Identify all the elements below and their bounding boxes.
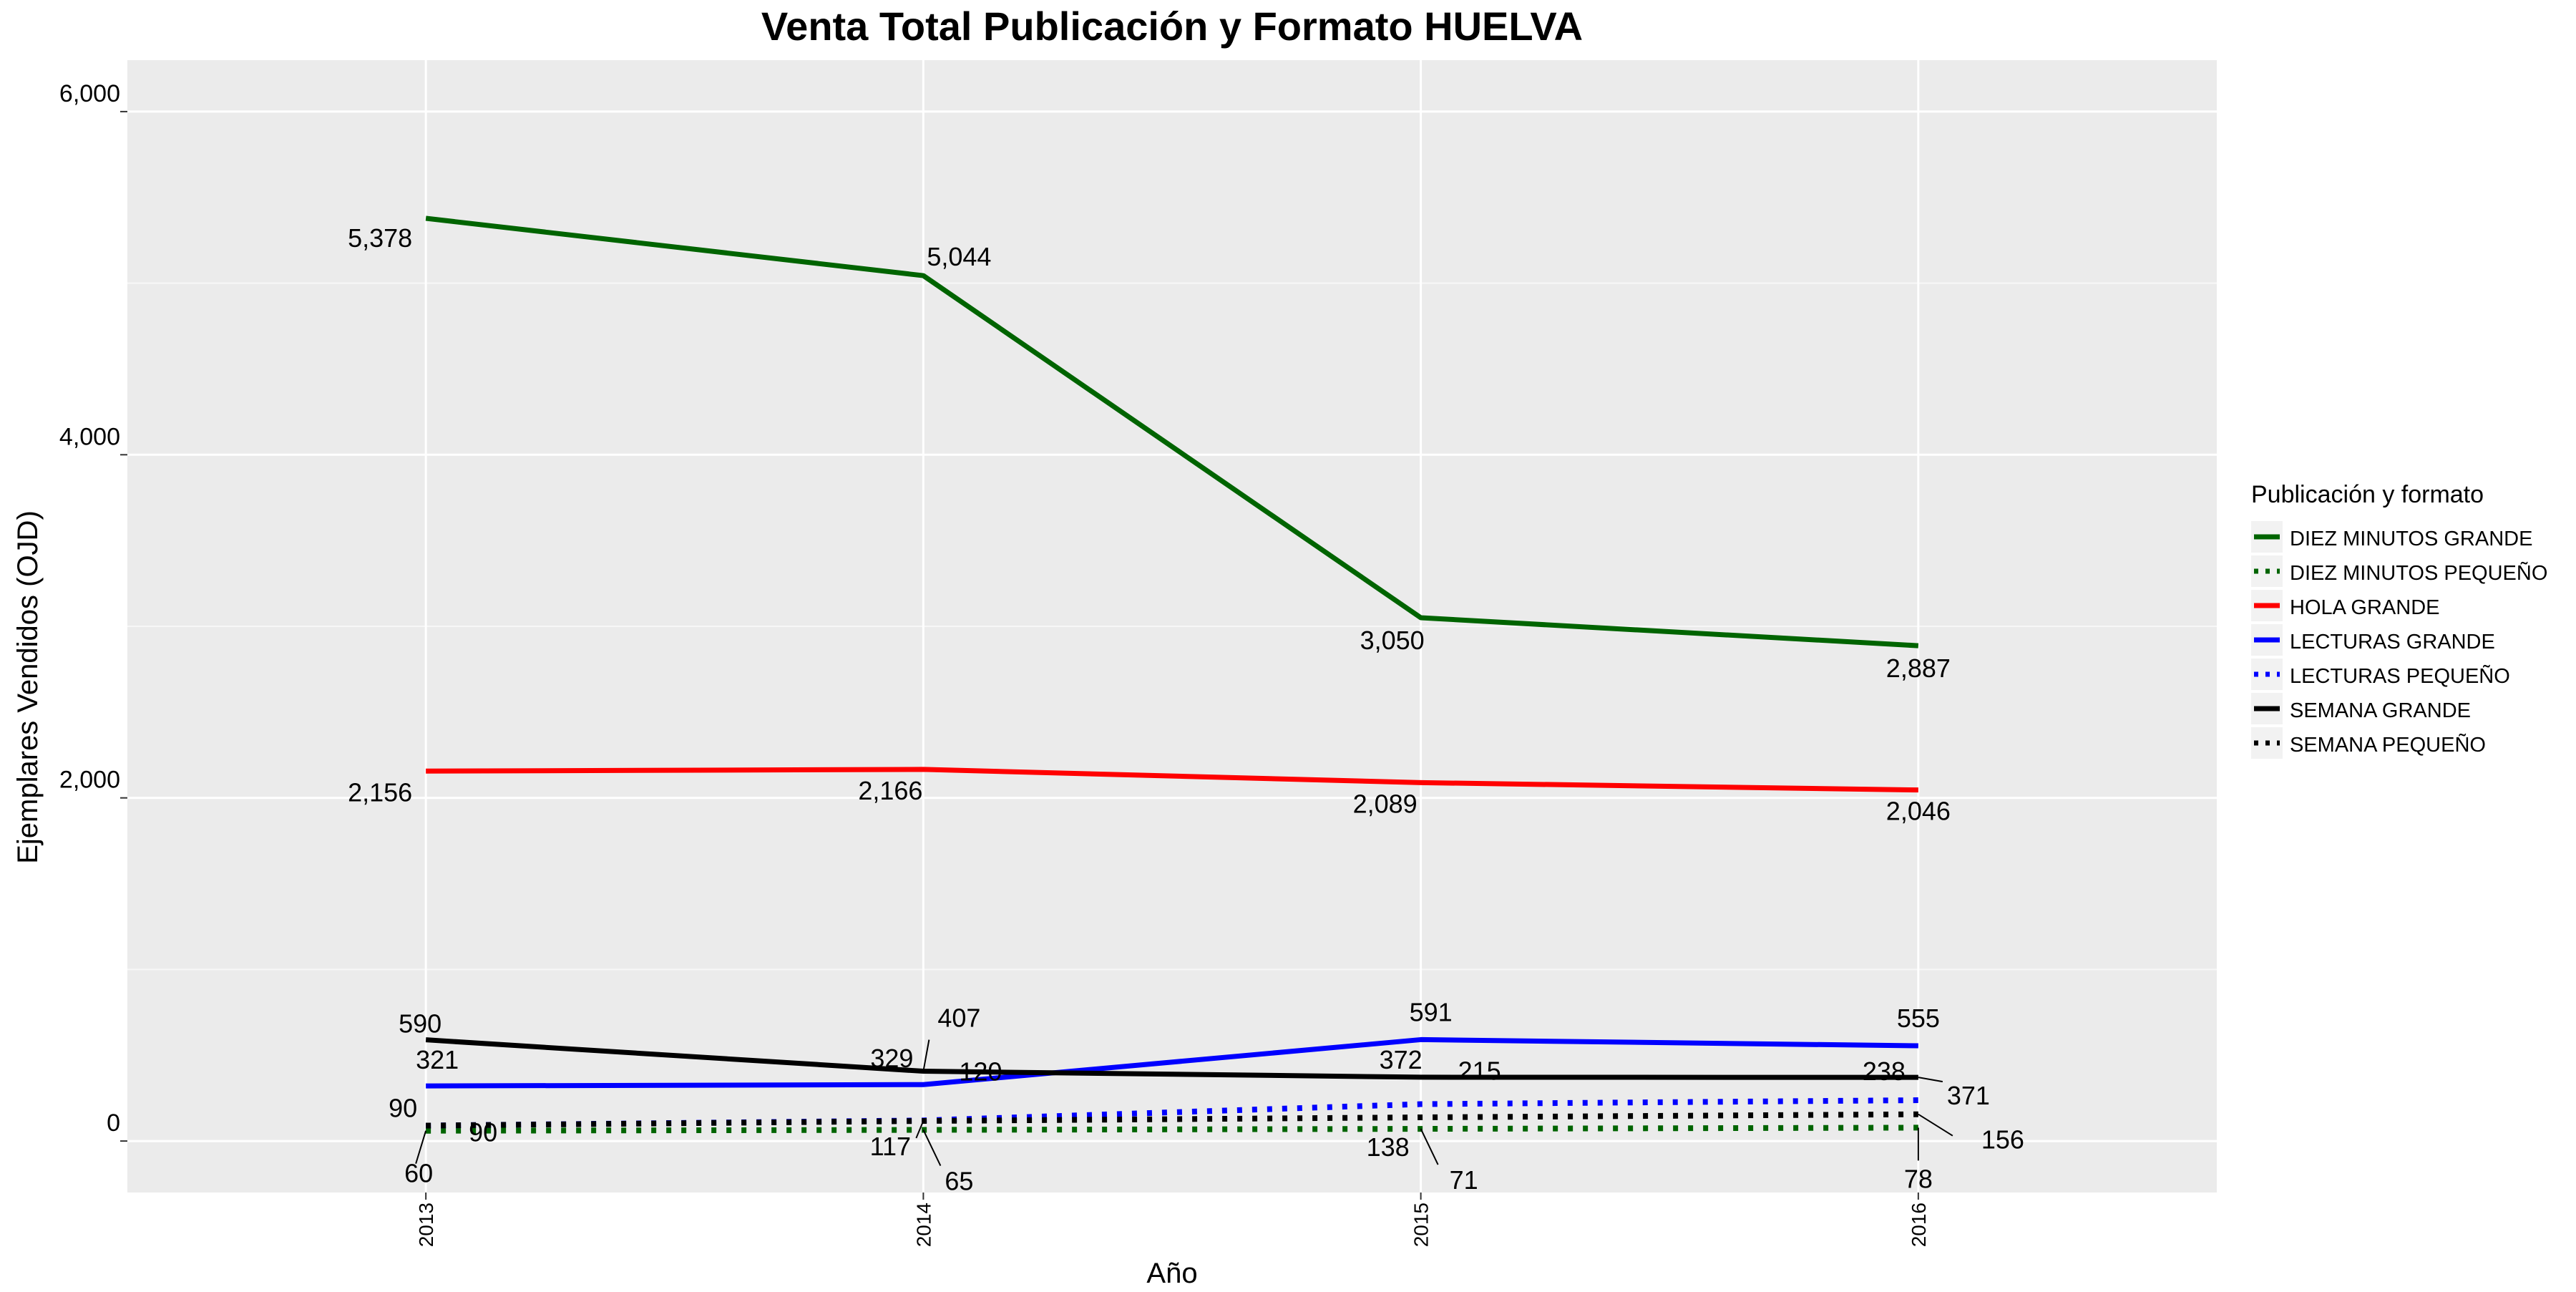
legend-label: HOLA GRANDE [2290, 596, 2440, 619]
y-tick-label: 4,000 [59, 423, 120, 450]
data-label: 555 [1897, 1004, 1940, 1033]
label-leader [415, 1130, 427, 1165]
legend-title: Publicación y formato [2251, 481, 2484, 508]
y-tick-label: 2,000 [59, 767, 120, 794]
data-label: 156 [1981, 1125, 2024, 1155]
x-tick-label: 2014 [912, 1203, 935, 1247]
data-label: 215 [1458, 1057, 1501, 1086]
y-tick-label: 0 [107, 1109, 120, 1137]
data-label: 321 [416, 1045, 459, 1074]
data-label: 2,089 [1353, 789, 1418, 818]
label-leader [1918, 1077, 1943, 1083]
data-label: 591 [1410, 997, 1453, 1026]
data-label: 407 [937, 1004, 980, 1033]
data-label: 329 [870, 1044, 913, 1073]
legend-label: SEMANA GRANDE [2290, 699, 2471, 722]
data-label: 90 [389, 1094, 417, 1123]
data-label: 71 [1450, 1165, 1478, 1195]
label-leader [1420, 1128, 1439, 1165]
legend-label: DIEZ MINUTOS PEQUEÑO [2290, 560, 2547, 585]
x-tick-label: 2015 [1410, 1203, 1433, 1247]
label-leader [922, 1039, 930, 1072]
data-label: 2,887 [1886, 654, 1951, 683]
data-label: 372 [1380, 1045, 1423, 1074]
series-line [426, 1036, 1918, 1089]
label-leader [915, 1120, 924, 1139]
data-label: 117 [870, 1132, 911, 1161]
data-label: 590 [399, 1009, 441, 1039]
series-line [425, 215, 1919, 649]
data-label: 238 [1863, 1057, 1906, 1086]
data-label: 60 [404, 1159, 433, 1188]
y-tick-label: 6,000 [59, 80, 120, 107]
data-label: 2,156 [348, 777, 412, 807]
label-leader [922, 1130, 942, 1166]
x-axis-label: Año [1146, 1258, 1197, 1288]
y-axis-label: Ejemplares Vendidos (OJD) [12, 510, 44, 864]
legend-label: DIEZ MINUTOS GRANDE [2290, 528, 2532, 550]
data-label: 78 [1904, 1164, 1933, 1193]
legend-label: SEMANA PEQUEÑO [2290, 732, 2486, 757]
data-label: 5,044 [927, 242, 991, 271]
x-tick-label: 2016 [1908, 1203, 1930, 1247]
data-label: 3,050 [1360, 626, 1425, 655]
label-leader [1918, 1113, 1953, 1137]
data-label: 65 [945, 1167, 973, 1196]
data-label: 371 [1947, 1081, 1990, 1110]
data-label: 2,046 [1886, 797, 1951, 826]
data-label: 90 [469, 1118, 497, 1147]
legend-label: LECTURAS PEQUEÑO [2290, 664, 2510, 688]
series-line [425, 1037, 1918, 1080]
data-label: 138 [1367, 1132, 1410, 1162]
chart-title: Venta Total Publicación y Formato HUELVA [761, 4, 1583, 49]
x-tick-label: 2013 [415, 1203, 437, 1247]
legend-label: LECTURAS GRANDE [2290, 631, 2495, 654]
data-label: 5,378 [348, 223, 412, 253]
data-label: 120 [959, 1057, 1002, 1086]
data-label: 2,166 [858, 776, 922, 805]
series-line [426, 767, 1918, 793]
